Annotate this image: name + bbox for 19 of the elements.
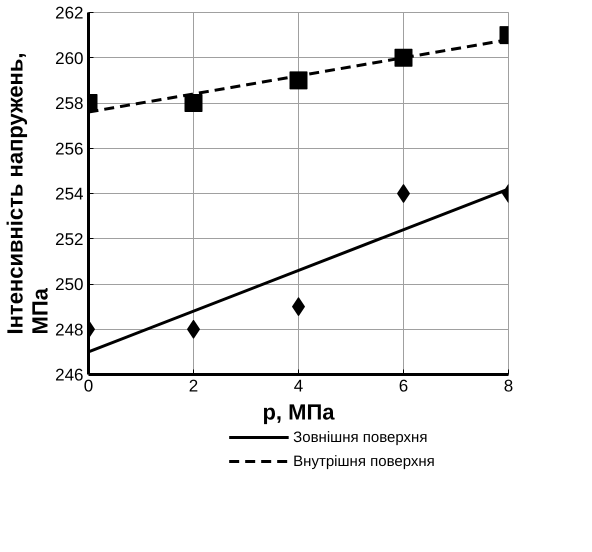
x-tick-label: 2 — [188, 376, 198, 396]
y-tick-label: 248 — [55, 320, 84, 340]
legend-label: Внутрішня поверхня — [293, 452, 435, 470]
x-tick-label: 0 — [84, 376, 94, 396]
x-axis-title: p, МПа — [262, 400, 336, 424]
y-tick-label: 250 — [55, 275, 84, 294]
y-tick-label: 262 — [55, 4, 84, 22]
y-tick-label: 260 — [55, 48, 84, 68]
y-axis-title: Інтенсивність напружень, МПа — [2, 52, 52, 334]
y-tick-label: 256 — [55, 139, 84, 158]
y-tick-label: 252 — [55, 230, 84, 249]
x-tick-label: 6 — [398, 376, 408, 396]
y-tick-label: 254 — [55, 184, 84, 204]
legend-label: Зовнішня поверхня — [293, 428, 428, 446]
point — [290, 71, 308, 90]
x-tick-label: 8 — [504, 376, 514, 396]
x-tick-label: 4 — [294, 376, 304, 396]
y-tick-label: 246 — [55, 366, 84, 384]
y-tick-label: 258 — [55, 94, 84, 113]
